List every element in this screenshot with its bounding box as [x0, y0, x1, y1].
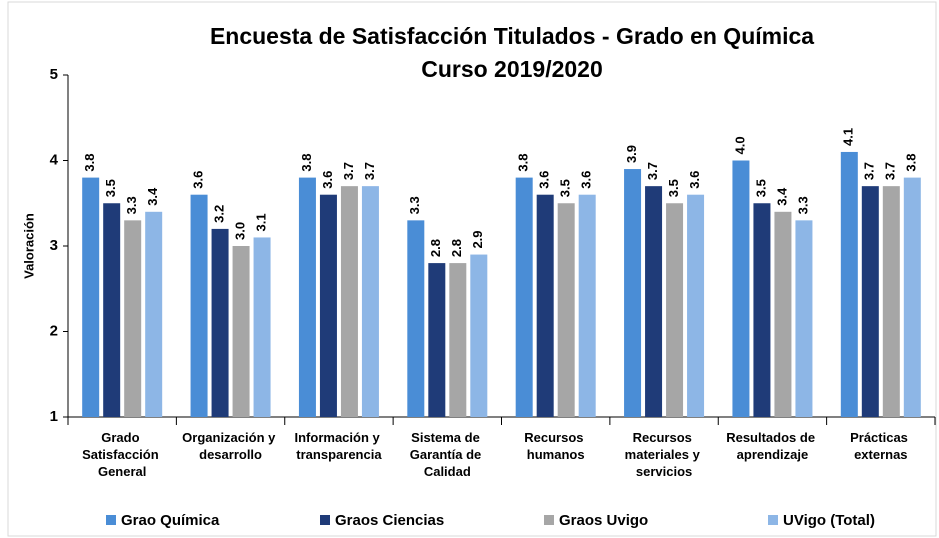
x-tick-label: Prácticas externas: [850, 430, 911, 462]
value-label: 3.7: [362, 162, 377, 180]
value-label: 3.5: [103, 179, 118, 197]
bar: [124, 220, 142, 417]
chart-subtitle: Curso 2019/2020: [421, 56, 603, 82]
bar: [861, 186, 879, 417]
value-label: 3.3: [795, 196, 810, 214]
bar: [407, 220, 425, 417]
value-label: 3.6: [537, 171, 552, 189]
x-tick-label: Sistema de Garantía de Calidad: [410, 430, 485, 479]
bar: [515, 177, 533, 417]
bar: [103, 203, 121, 417]
legend-label: UVigo (Total): [783, 512, 875, 529]
legend-label: Graos Ciencias: [335, 512, 444, 529]
value-label: 3.6: [579, 171, 594, 189]
bar: [145, 211, 163, 417]
value-label: 2.9: [470, 230, 485, 248]
value-label: 4.0: [732, 136, 747, 154]
chart-title: Encuesta de Satisfacción Titulados - Gra…: [210, 23, 814, 49]
legend-swatch: [320, 515, 330, 525]
bar: [361, 186, 379, 417]
value-label: 3.2: [212, 205, 227, 223]
value-label: 3.7: [862, 162, 877, 180]
bar: [428, 263, 446, 417]
bar: [557, 203, 575, 417]
value-label: 3.1: [254, 213, 269, 231]
x-tick-label: Información y transparencia: [295, 430, 384, 462]
bar: [449, 263, 467, 417]
legend-swatch: [544, 515, 554, 525]
value-label: 3.5: [558, 179, 573, 197]
value-label: 4.1: [841, 128, 856, 146]
value-label: 3.6: [687, 171, 702, 189]
value-label: 3.8: [82, 154, 97, 172]
y-tick-label: 4: [50, 151, 59, 168]
bar: [578, 194, 596, 417]
y-axis-label: Valoración: [21, 213, 36, 279]
value-label: 3.8: [299, 154, 314, 172]
bar: [624, 169, 642, 417]
bar: [298, 177, 316, 417]
x-tick-label: Recursos materiales y servicios: [625, 430, 704, 479]
bar: [795, 220, 813, 417]
bar: [340, 186, 358, 417]
x-tick-label: Grado Satisfacción General: [82, 430, 162, 479]
y-tick-label: 1: [50, 408, 58, 425]
bar: [882, 186, 900, 417]
value-label: 3.0: [233, 222, 248, 240]
value-label: 3.4: [774, 187, 789, 206]
bar: [190, 194, 208, 417]
value-label: 3.8: [904, 154, 919, 172]
legend-label: Graos Uvigo: [559, 512, 648, 529]
value-label: 3.7: [645, 162, 660, 180]
value-label: 3.6: [320, 171, 335, 189]
x-tick-label: Resultados de aprendizaje: [726, 430, 818, 462]
value-label: 3.5: [666, 179, 681, 197]
bar: [687, 194, 705, 417]
y-tick-label: 3: [50, 237, 58, 254]
value-label: 3.4: [145, 187, 160, 206]
value-label: 3.9: [624, 145, 639, 163]
x-tick-label: Organización y desarrollo: [182, 430, 279, 462]
bar: [82, 177, 100, 417]
x-tick-label: Recursos humanos: [524, 430, 587, 462]
bar: [536, 194, 554, 417]
value-label: 3.6: [191, 171, 206, 189]
value-label: 2.8: [449, 239, 464, 257]
bar: [253, 237, 271, 417]
chart-frame: [7, 1, 937, 537]
bar: [319, 194, 337, 417]
value-label: 3.5: [753, 179, 768, 197]
value-label: 3.3: [124, 196, 139, 214]
bar: [840, 151, 858, 417]
value-label: 3.7: [883, 162, 898, 180]
bar: [753, 203, 771, 417]
bar: [232, 246, 250, 417]
value-label: 2.8: [428, 239, 443, 257]
value-label: 3.8: [516, 154, 531, 172]
y-tick-label: 2: [50, 322, 58, 339]
bar: [645, 186, 663, 417]
bar: [774, 211, 792, 417]
legend-swatch: [106, 515, 116, 525]
legend-swatch: [768, 515, 778, 525]
value-label: 3.3: [407, 196, 422, 214]
bar: [903, 177, 921, 417]
bar: [470, 254, 488, 417]
bar: [732, 160, 750, 417]
value-label: 3.7: [341, 162, 356, 180]
bar: [211, 228, 229, 417]
bar: [666, 203, 684, 417]
legend-label: Grao Química: [121, 512, 220, 529]
y-tick-label: 5: [50, 66, 58, 83]
